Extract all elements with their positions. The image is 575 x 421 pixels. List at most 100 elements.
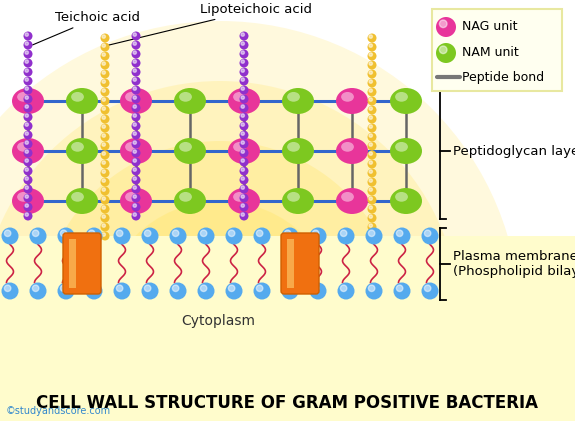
Circle shape xyxy=(241,33,244,36)
Circle shape xyxy=(240,203,248,211)
Circle shape xyxy=(101,34,109,43)
Circle shape xyxy=(241,105,244,108)
Circle shape xyxy=(24,67,33,77)
Circle shape xyxy=(24,59,33,67)
Circle shape xyxy=(240,194,248,203)
Circle shape xyxy=(436,43,456,63)
Circle shape xyxy=(132,50,140,59)
Circle shape xyxy=(369,80,373,83)
Circle shape xyxy=(133,168,136,171)
Circle shape xyxy=(240,67,248,77)
FancyBboxPatch shape xyxy=(281,233,319,294)
Ellipse shape xyxy=(341,92,354,102)
Circle shape xyxy=(25,195,28,198)
Ellipse shape xyxy=(179,192,192,202)
Circle shape xyxy=(116,285,123,291)
Circle shape xyxy=(172,230,179,237)
Bar xyxy=(287,239,294,288)
Circle shape xyxy=(102,197,105,200)
Circle shape xyxy=(100,201,340,421)
Ellipse shape xyxy=(71,142,84,152)
Circle shape xyxy=(102,107,105,110)
Circle shape xyxy=(102,224,105,227)
Circle shape xyxy=(367,88,377,96)
Circle shape xyxy=(101,213,109,223)
Circle shape xyxy=(144,230,151,237)
Bar xyxy=(0,236,575,421)
Circle shape xyxy=(367,78,377,88)
Circle shape xyxy=(25,213,28,216)
Circle shape xyxy=(141,282,159,299)
Circle shape xyxy=(132,176,140,184)
Circle shape xyxy=(101,51,109,61)
Circle shape xyxy=(170,227,186,245)
Circle shape xyxy=(132,85,140,94)
Circle shape xyxy=(132,104,140,112)
Circle shape xyxy=(367,69,377,78)
Circle shape xyxy=(116,230,123,237)
Circle shape xyxy=(240,94,248,104)
Circle shape xyxy=(309,227,327,245)
Circle shape xyxy=(144,285,151,291)
Circle shape xyxy=(367,232,377,240)
Circle shape xyxy=(241,87,244,90)
Circle shape xyxy=(369,89,373,92)
Circle shape xyxy=(60,230,67,237)
Circle shape xyxy=(285,285,291,291)
Text: Peptidoglycan layer: Peptidoglycan layer xyxy=(453,144,575,157)
Ellipse shape xyxy=(341,142,354,152)
Circle shape xyxy=(369,161,373,164)
Circle shape xyxy=(102,134,105,137)
Ellipse shape xyxy=(179,142,192,152)
Circle shape xyxy=(101,96,109,106)
Circle shape xyxy=(132,211,140,221)
Circle shape xyxy=(241,186,244,189)
Circle shape xyxy=(312,285,319,291)
Text: Plasma membrane
(Phospholipid bilayer): Plasma membrane (Phospholipid bilayer) xyxy=(453,250,575,277)
Circle shape xyxy=(367,195,377,205)
Circle shape xyxy=(225,282,243,299)
Circle shape xyxy=(132,157,140,166)
Circle shape xyxy=(241,51,244,54)
Ellipse shape xyxy=(336,88,368,114)
Circle shape xyxy=(24,176,33,184)
Circle shape xyxy=(40,141,400,421)
Ellipse shape xyxy=(282,138,314,164)
Circle shape xyxy=(240,139,248,149)
Ellipse shape xyxy=(12,88,44,114)
Circle shape xyxy=(228,230,235,237)
Ellipse shape xyxy=(17,192,30,202)
Ellipse shape xyxy=(17,142,30,152)
Circle shape xyxy=(201,230,207,237)
Circle shape xyxy=(133,132,136,135)
Circle shape xyxy=(101,187,109,195)
Circle shape xyxy=(24,85,33,94)
Circle shape xyxy=(25,204,28,207)
Circle shape xyxy=(133,42,136,45)
Circle shape xyxy=(101,150,109,160)
Circle shape xyxy=(369,44,373,47)
Circle shape xyxy=(133,123,136,126)
Circle shape xyxy=(132,122,140,131)
Ellipse shape xyxy=(125,92,138,102)
Circle shape xyxy=(240,40,248,50)
Circle shape xyxy=(132,166,140,176)
Circle shape xyxy=(132,194,140,203)
Circle shape xyxy=(25,78,28,81)
Circle shape xyxy=(225,227,243,245)
Ellipse shape xyxy=(336,138,368,164)
Circle shape xyxy=(367,115,377,123)
Circle shape xyxy=(150,251,290,391)
Circle shape xyxy=(240,85,248,94)
Circle shape xyxy=(369,152,373,155)
Circle shape xyxy=(101,168,109,178)
Circle shape xyxy=(24,104,33,112)
Circle shape xyxy=(241,177,244,180)
Circle shape xyxy=(170,282,186,299)
Circle shape xyxy=(201,285,207,291)
Circle shape xyxy=(24,50,33,59)
Circle shape xyxy=(24,194,33,203)
Circle shape xyxy=(133,177,136,180)
Circle shape xyxy=(240,211,248,221)
Circle shape xyxy=(241,96,244,99)
